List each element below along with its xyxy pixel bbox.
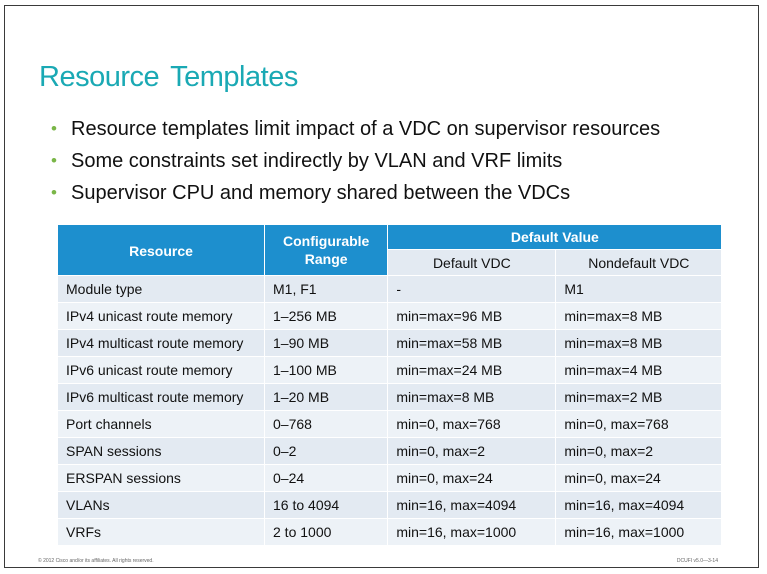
- cell-default-vdc: -: [387, 275, 557, 303]
- cell-resource: IPv6 multicast route memory: [57, 383, 265, 411]
- table-row: IPv4 multicast route memory 1–90 MB min=ma…: [57, 329, 723, 357]
- cell-default-vdc: min=0, max=24: [387, 464, 557, 492]
- cell-default-vdc: min=16, max=1000: [387, 518, 557, 546]
- cell-default-vdc: min=max=24 MB: [387, 356, 557, 384]
- table-row: SPAN sessions 0–2 min=0, max=2 min=0, max=2: [57, 437, 723, 465]
- cell-range: 1–100 MB: [263, 356, 389, 384]
- cell-range: 0–24: [263, 464, 389, 492]
- cell-resource: Module type: [57, 275, 265, 303]
- cell-resource: SPAN sessions: [57, 437, 265, 465]
- bullet-icon: •: [51, 183, 57, 202]
- table-body: Module type M1, F1- M1 IPv4 unicast route m…: [57, 275, 723, 546]
- table-row: Port channels 0–768 min=0, max=768 min=0, m…: [57, 410, 723, 438]
- copyright-footer: © 2012 Cisco and/or its affiliates. All …: [38, 558, 154, 564]
- table-row: VRFs 2 to 1000 min=16, max=1000 min=16, max…: [57, 518, 723, 546]
- cell-default-vdc: min=max=8 MB: [387, 383, 557, 411]
- cell-default-vdc: min=0, max=768: [387, 410, 557, 438]
- cell-resource: IPv4 multicast route memory: [57, 329, 265, 357]
- cell-nondefault-vdc: min=16, max=1000: [555, 518, 723, 546]
- cell-default-vdc: min=0, max=2: [387, 437, 557, 465]
- cell-resource: VRFs: [57, 518, 265, 546]
- cell-range: 1–20 MB: [263, 383, 389, 411]
- cell-resource: IPv6 unicast route memory: [57, 356, 265, 384]
- table-row: IPv6 unicast route memory 1–100 MB min=max…: [57, 356, 723, 384]
- cell-resource: ERSPAN sessions: [57, 464, 265, 492]
- cell-resource: IPv4 unicast route memory: [57, 302, 265, 330]
- bullet-icon: •: [51, 119, 57, 138]
- bullet-text: Resource templates limit impact of a VDC…: [71, 118, 661, 140]
- cell-nondefault-vdc: M1: [555, 275, 723, 303]
- cell-resource: Port channels: [57, 410, 265, 438]
- cell-resource: VLANs: [57, 491, 265, 519]
- cell-range: 1–256 MB: [263, 302, 389, 330]
- cell-nondefault-vdc: min=0, max=2: [555, 437, 723, 465]
- table-row: Module type M1, F1- M1: [57, 275, 723, 303]
- table-row: IPv4 unicast route memory 1–256 MB min=max…: [57, 302, 723, 330]
- table-row: VLANs 16 to 4094 min=16, max=4094 min=16, m…: [57, 491, 723, 519]
- bullet-item: • Supervisor CPU and memory shared betwee…: [49, 177, 660, 209]
- bullet-item: • Resource templates limit impact of a VD…: [49, 113, 660, 145]
- slide: Resource Templates • Resource templates l…: [4, 5, 759, 568]
- cell-default-vdc: min=max=58 MB: [387, 329, 557, 357]
- bullet-text: Supervisor CPU and memory shared between…: [71, 182, 571, 204]
- header-configurable-range: Configurable Range: [263, 224, 389, 276]
- header-default-value: Default Value: [387, 224, 723, 250]
- cell-range: 0–768: [263, 410, 389, 438]
- cell-nondefault-vdc: min=max=8 MB: [555, 329, 723, 357]
- cell-nondefault-vdc: min=0, max=24: [555, 464, 723, 492]
- cell-default-vdc: min=max=96 MB: [387, 302, 557, 330]
- cell-range: 0–2: [263, 437, 389, 465]
- slide-title: Resource Templates: [39, 61, 298, 93]
- header-resource: Resource: [57, 224, 265, 276]
- header-default-vdc: Default VDC: [387, 249, 557, 276]
- cell-nondefault-vdc: min=16, max=4094: [555, 491, 723, 519]
- cell-range: 2 to 1000: [263, 518, 389, 546]
- cell-range: M1, F1: [263, 275, 389, 303]
- bullet-text: Some constraints set indirectly by VLAN …: [71, 150, 563, 172]
- table-row: IPv6 multicast route memory 1–20 MB min=ma…: [57, 383, 723, 411]
- course-code-footer: DCUFI v5.0—3-14: [676, 558, 718, 564]
- cell-nondefault-vdc: min=max=8 MB: [555, 302, 723, 330]
- cell-nondefault-vdc: min=0, max=768: [555, 410, 723, 438]
- cell-range: 16 to 4094: [263, 491, 389, 519]
- cell-nondefault-vdc: min=max=4 MB: [555, 356, 723, 384]
- resource-table: Resource Configurable Range Default Valu…: [57, 224, 723, 546]
- header-nondefault-vdc: Nondefault VDC: [555, 249, 723, 276]
- cell-default-vdc: min=16, max=4094: [387, 491, 557, 519]
- bullet-list: • Resource templates limit impact of a VD…: [49, 113, 660, 209]
- cell-nondefault-vdc: min=max=2 MB: [555, 383, 723, 411]
- table-row: ERSPAN sessions 0–24 min=0, max=24 min=0, m…: [57, 464, 723, 492]
- bullet-item: • Some constraints set indirectly by VLAN…: [49, 145, 660, 177]
- cell-range: 1–90 MB: [263, 329, 389, 357]
- bullet-icon: •: [51, 151, 57, 170]
